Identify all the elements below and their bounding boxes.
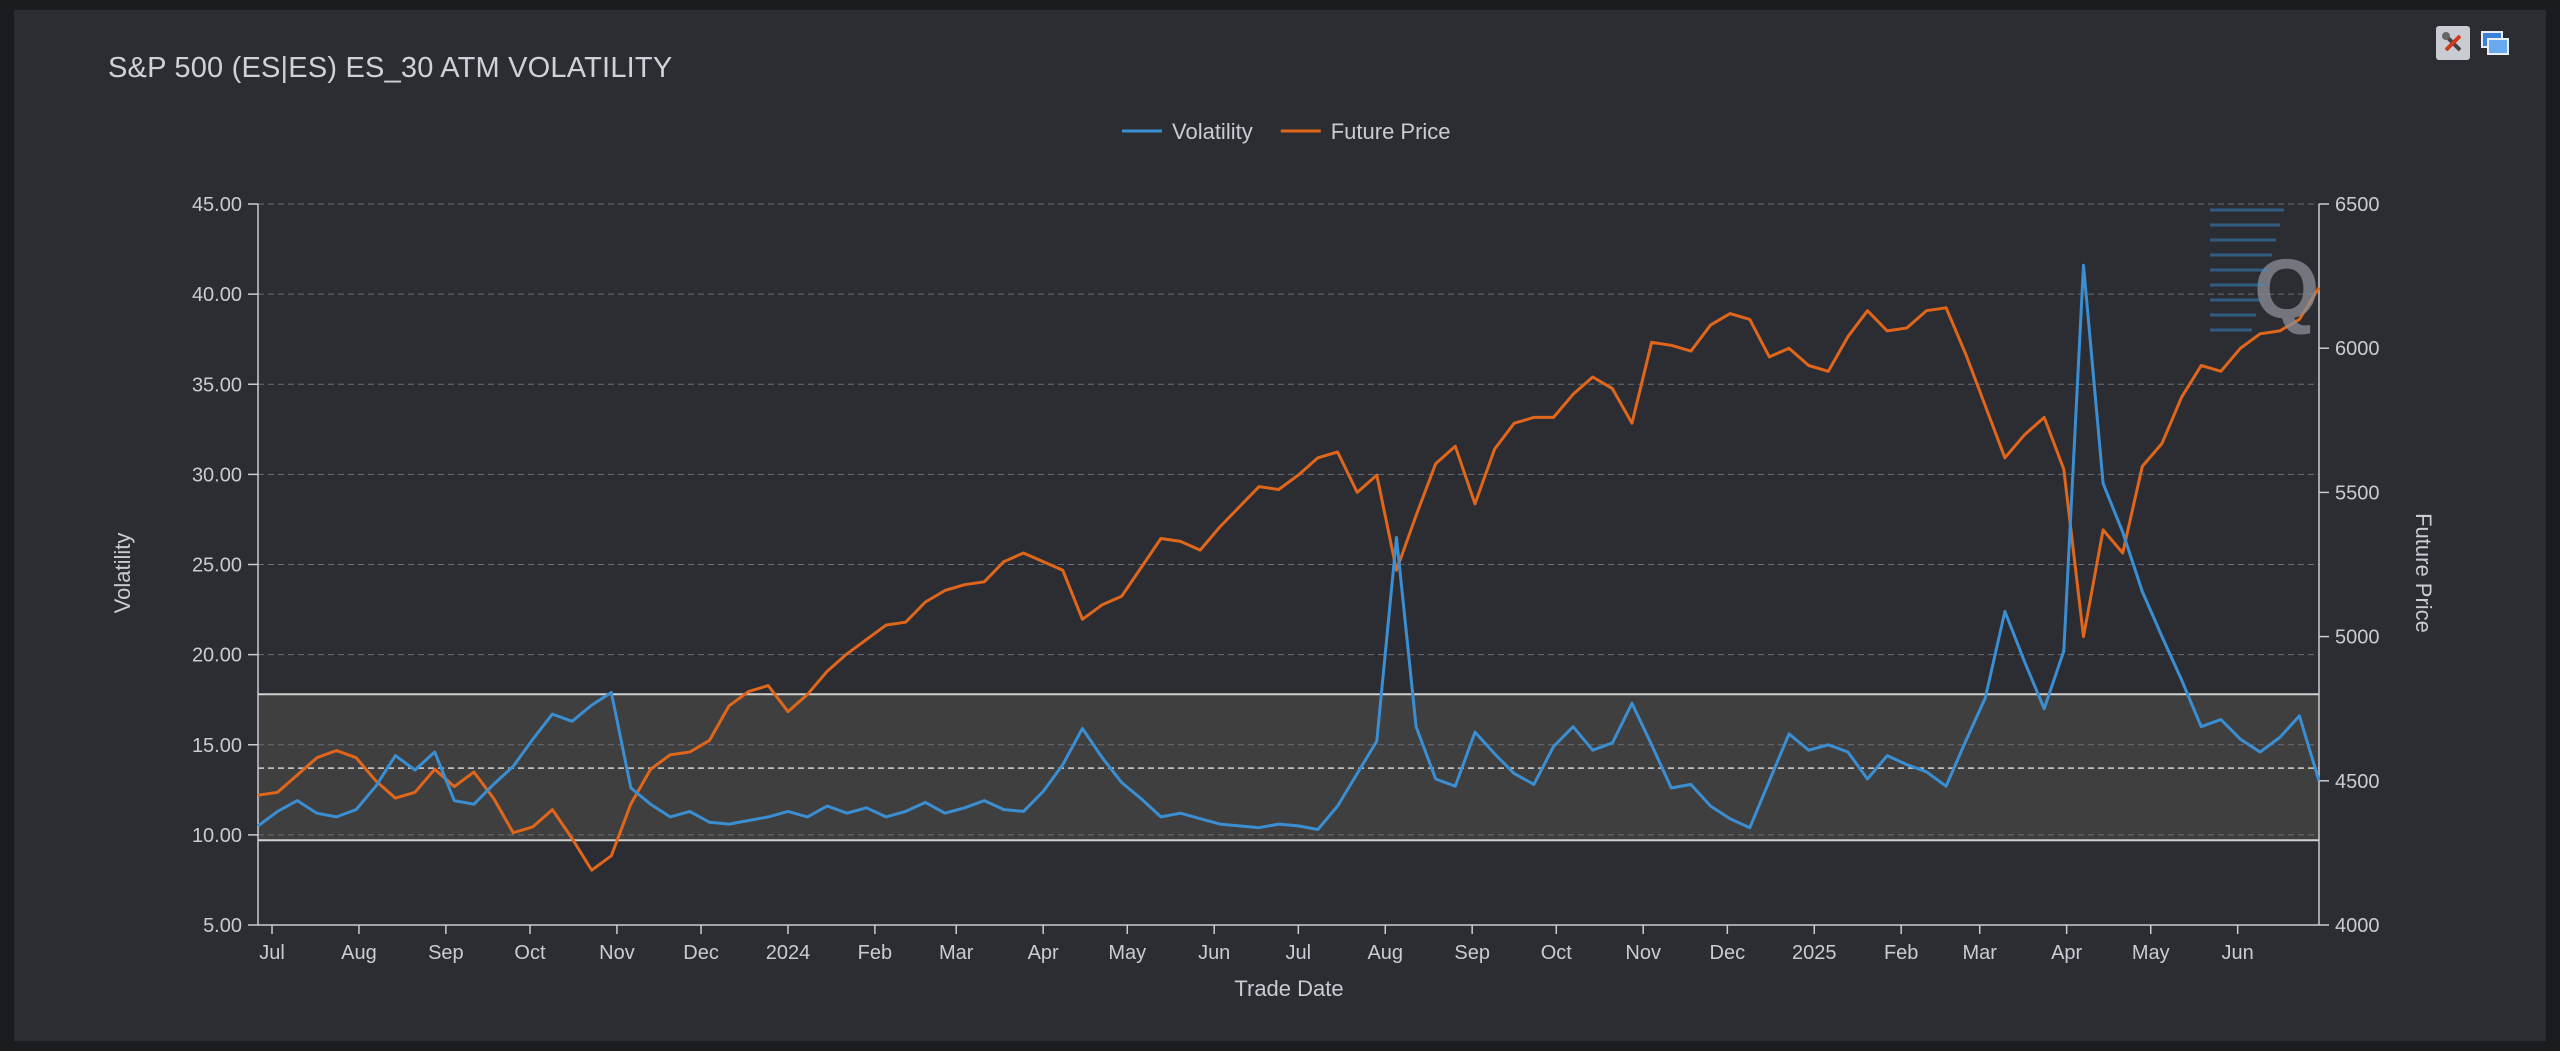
x-tick-label: Nov	[599, 942, 635, 964]
future-price-series-line[interactable]	[257, 286, 2321, 872]
x-tick-label: 2025	[1792, 942, 1837, 964]
x-tick-label: Jun	[2222, 942, 2254, 964]
x-axis-label: Trade Date	[1234, 976, 1343, 1001]
y-tick-label: 30.00	[192, 464, 242, 486]
legend-label[interactable]: Volatility	[1172, 119, 1253, 144]
y-tick-label: 15.00	[192, 735, 242, 757]
volatility-range-band	[258, 694, 2319, 841]
y2-tick-label: 5000	[2335, 627, 2380, 649]
chart-panel: S&P 500 (ES|ES) ES_30 ATM VOLATILITY Vol…	[14, 10, 2546, 1041]
x-tick-label: Feb	[1884, 942, 1918, 964]
x-tick-label: Dec	[1710, 942, 1746, 964]
legend-label[interactable]: Future Price	[1331, 119, 1451, 144]
y-tick-label: 35.00	[192, 374, 242, 396]
y2-tick-label: 5500	[2335, 482, 2380, 504]
y-axis-label: Volatility	[110, 533, 135, 614]
y-tick-label: 25.00	[192, 555, 242, 577]
chart-toolbar	[2436, 26, 2512, 60]
x-tick-label: Aug	[1367, 942, 1403, 964]
x-tick-label: Mar	[1962, 942, 1997, 964]
x-tick-label: Jul	[259, 942, 285, 964]
x-tick-label: May	[1108, 942, 1146, 964]
logo-watermark-icon: Q	[2210, 208, 2319, 336]
x-tick-label: Feb	[858, 942, 892, 964]
x-tick-label: Nov	[1625, 942, 1661, 964]
x-tick-label: Jun	[1198, 942, 1230, 964]
window-icon[interactable]	[2478, 26, 2512, 60]
tools-icon[interactable]	[2436, 26, 2470, 60]
x-tick-label: Sep	[1454, 942, 1490, 964]
chart-title: S&P 500 (ES|ES) ES_30 ATM VOLATILITY	[108, 52, 673, 84]
svg-text:Q: Q	[2254, 242, 2319, 336]
volatility-series-line[interactable]	[257, 263, 2321, 831]
x-tick-label: Jul	[1286, 942, 1312, 964]
x-tick-label: May	[2132, 942, 2170, 964]
y2-axis-label: Future Price	[2411, 513, 2436, 633]
y-tick-label: 20.00	[192, 645, 242, 667]
y2-tick-label: 4500	[2335, 771, 2380, 793]
x-tick-label: 2024	[766, 942, 811, 964]
x-tick-label: Sep	[428, 942, 464, 964]
y2-tick-label: 6500	[2335, 194, 2380, 216]
y2-tick-label: 4000	[2335, 915, 2380, 937]
x-tick-label: Apr	[1028, 942, 1059, 964]
x-tick-label: Oct	[1541, 942, 1573, 964]
x-tick-label: Apr	[2051, 942, 2082, 964]
y-tick-label: 45.00	[192, 194, 242, 216]
x-tick-label: Aug	[341, 942, 377, 964]
chart-legend: Volatility Future Price	[1122, 119, 1451, 144]
y2-tick-label: 6000	[2335, 338, 2380, 360]
x-tick-label: Mar	[939, 942, 974, 964]
x-tick-label: Oct	[514, 942, 546, 964]
y-tick-label: 5.00	[203, 915, 242, 937]
y-tick-label: 10.00	[192, 825, 242, 847]
y-tick-label: 40.00	[192, 284, 242, 306]
x-tick-label: Dec	[683, 942, 719, 964]
chart-canvas: Volatility Future Price 5.00 10.00 15.00 20.…	[110, 119, 2436, 1001]
